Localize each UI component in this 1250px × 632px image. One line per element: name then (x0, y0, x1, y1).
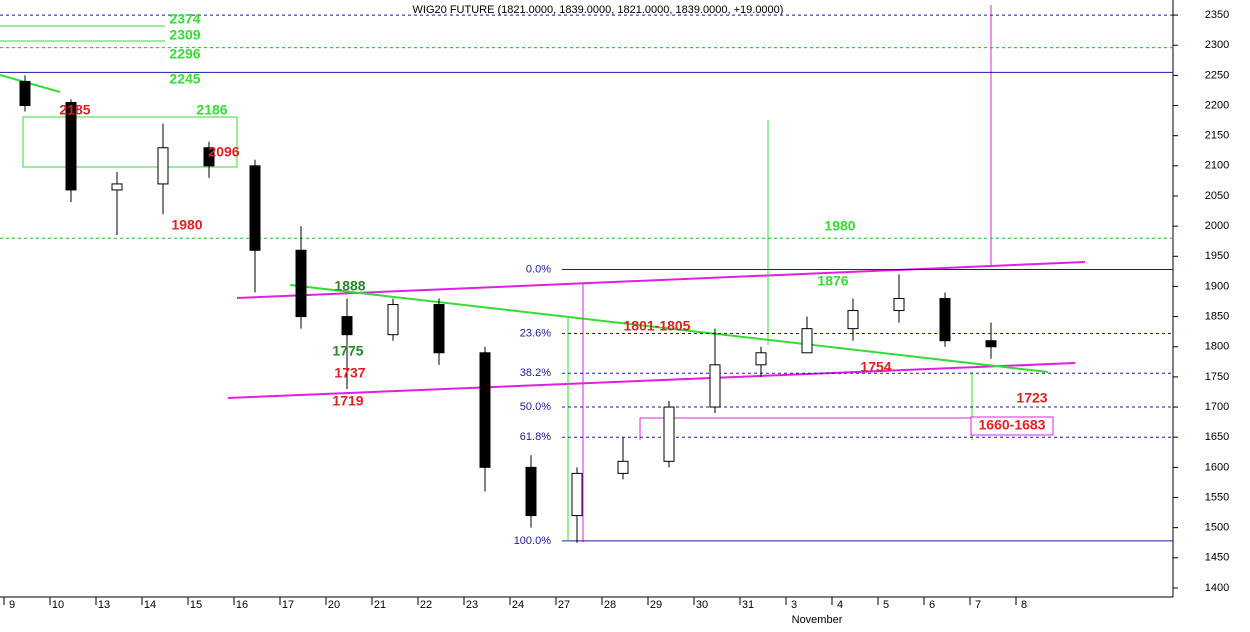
candle-body (341, 316, 353, 336)
y-tick-label: 2150 (1205, 130, 1229, 142)
x-tick-label: 6 (929, 599, 935, 611)
candle-body (709, 364, 721, 408)
y-tick-label: 2300 (1205, 39, 1229, 51)
x-tick-label: 31 (742, 599, 754, 611)
annotation: 1801-1805 (624, 318, 691, 334)
candle-body (19, 80, 31, 107)
x-tick-label: 9 (9, 599, 15, 611)
x-tick-label: 10 (52, 599, 64, 611)
y-tick-label: 1550 (1205, 491, 1229, 503)
fib-label: 0.0% (526, 263, 551, 275)
candle-body (663, 406, 675, 462)
candle-body (571, 472, 583, 517)
x-tick-label: 13 (98, 599, 110, 611)
trend-line (289, 284, 1049, 373)
chart-title: WIG20 FUTURE (1821.0000, 1839.0000, 1821… (413, 4, 784, 16)
candle-body (203, 147, 215, 167)
annotation: 1888 (334, 278, 365, 294)
x-tick-label: 17 (282, 599, 294, 611)
candle-body (433, 304, 445, 354)
annotation: 1980 (171, 217, 202, 233)
fib-label: 50.0% (520, 401, 551, 413)
fib-label: 38.2% (520, 367, 551, 379)
x-tick-label: 28 (604, 599, 616, 611)
annotation: 2374 (169, 11, 200, 27)
candle-body (65, 102, 77, 191)
x-tick-label: 7 (975, 599, 981, 611)
x-tick-label: 29 (650, 599, 662, 611)
annotation: 2185 (59, 102, 90, 118)
y-tick-label: 1700 (1205, 401, 1229, 413)
x-tick-label: 3 (791, 599, 797, 611)
y-tick-label: 1400 (1205, 582, 1229, 594)
month-label: November (792, 614, 843, 626)
x-tick-label: 5 (883, 599, 889, 611)
x-tick-label: 21 (374, 599, 386, 611)
candle-body (479, 352, 491, 468)
candle-body (939, 298, 951, 342)
candle-body (755, 352, 767, 366)
annotation: 1737 (334, 365, 365, 381)
y-tick-label: 1450 (1205, 552, 1229, 564)
fib-label: 23.6% (520, 327, 551, 339)
trend-line (236, 261, 1086, 299)
annotation: 2096 (208, 144, 239, 160)
annotation: 1876 (817, 273, 848, 289)
y-tick-label: 1800 (1205, 341, 1229, 353)
y-tick-label: 2000 (1205, 220, 1229, 232)
candle-body (801, 328, 813, 354)
annotation: 1723 (1016, 390, 1047, 406)
y-tick-label: 2250 (1205, 69, 1229, 81)
candle-body (249, 165, 261, 251)
fib-label: 100.0% (514, 535, 552, 547)
y-tick-label: 1650 (1205, 431, 1229, 443)
annotation: 1660-1683 (979, 417, 1046, 433)
candle-body (111, 183, 123, 191)
x-tick-label: 23 (466, 599, 478, 611)
y-tick-label: 2350 (1205, 9, 1229, 21)
fib-label: 61.8% (520, 431, 551, 443)
x-tick-label: 30 (696, 599, 708, 611)
annotation: 1980 (824, 218, 855, 234)
annotation: 1775 (332, 343, 363, 359)
x-tick-label: 20 (328, 599, 340, 611)
annotation: 2245 (169, 71, 200, 87)
trend-line (227, 362, 1076, 399)
candle-body (157, 147, 169, 185)
y-tick-label: 1750 (1205, 371, 1229, 383)
candle-body (893, 298, 905, 312)
y-tick-label: 2050 (1205, 190, 1229, 202)
annotation: 1719 (332, 393, 363, 409)
candle-body (525, 466, 537, 517)
y-tick-label: 1600 (1205, 461, 1229, 473)
drawings (0, 5, 1086, 542)
x-tick-label: 8 (1021, 599, 1027, 611)
x-tick-label: 24 (512, 599, 524, 611)
y-tick-label: 1500 (1205, 522, 1229, 534)
candle-body (985, 340, 997, 348)
label-box (970, 416, 1054, 436)
annotation: 2186 (196, 102, 227, 118)
x-tick-label: 16 (236, 599, 248, 611)
x-tick-label: 15 (190, 599, 202, 611)
annotation: 2296 (169, 46, 200, 62)
y-tick-label: 1900 (1205, 280, 1229, 292)
x-tick-label: 14 (144, 599, 156, 611)
range-box (22, 116, 238, 168)
annotation: 2309 (169, 27, 200, 43)
y-tick-label: 2100 (1205, 160, 1229, 172)
annotation: 1754 (860, 359, 891, 375)
y-tick-label: 1850 (1205, 310, 1229, 322)
candle-body (617, 460, 629, 474)
x-tick-label: 4 (837, 599, 843, 611)
candle-body (295, 249, 307, 318)
x-tick-label: 22 (420, 599, 432, 611)
candle-body (387, 304, 399, 336)
y-tick-label: 1950 (1205, 250, 1229, 262)
x-tick-label: 27 (558, 599, 570, 611)
y-tick-label: 2200 (1205, 99, 1229, 111)
candle-body (847, 310, 859, 330)
